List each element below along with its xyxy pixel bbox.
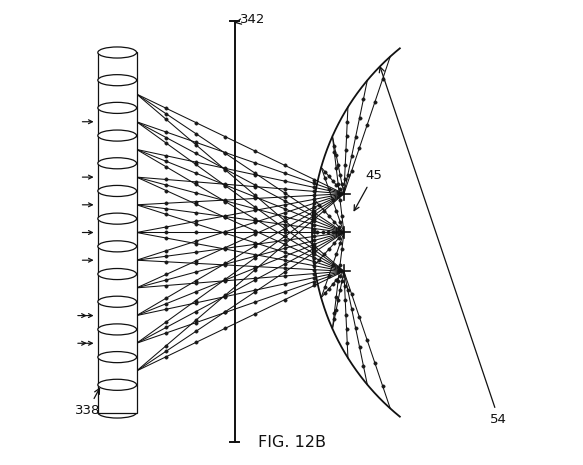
Text: 54: 54 [380, 67, 507, 426]
Bar [98, 302, 136, 329]
Ellipse shape [98, 268, 136, 279]
Ellipse shape [98, 130, 136, 141]
Text: 338: 338 [75, 388, 100, 417]
Bar [98, 385, 136, 412]
Ellipse shape [98, 407, 136, 418]
Text: 45: 45 [354, 169, 382, 211]
Ellipse shape [98, 241, 136, 252]
Bar [98, 357, 136, 385]
Ellipse shape [98, 102, 136, 113]
Text: 342: 342 [234, 13, 265, 26]
Bar [98, 163, 136, 191]
Bar [98, 246, 136, 274]
Ellipse shape [98, 158, 136, 169]
Ellipse shape [98, 47, 136, 58]
Ellipse shape [98, 186, 136, 197]
Bar [98, 219, 136, 246]
Bar [98, 80, 136, 108]
Bar [98, 274, 136, 302]
Ellipse shape [98, 296, 136, 307]
Bar [98, 191, 136, 219]
Text: FIG. 12B: FIG. 12B [258, 435, 325, 450]
Ellipse shape [98, 324, 136, 335]
Bar [98, 329, 136, 357]
Bar [98, 53, 136, 80]
Bar [98, 136, 136, 163]
Ellipse shape [98, 379, 136, 390]
Ellipse shape [98, 75, 136, 86]
Ellipse shape [98, 352, 136, 363]
Ellipse shape [98, 213, 136, 224]
Bar [98, 108, 136, 136]
